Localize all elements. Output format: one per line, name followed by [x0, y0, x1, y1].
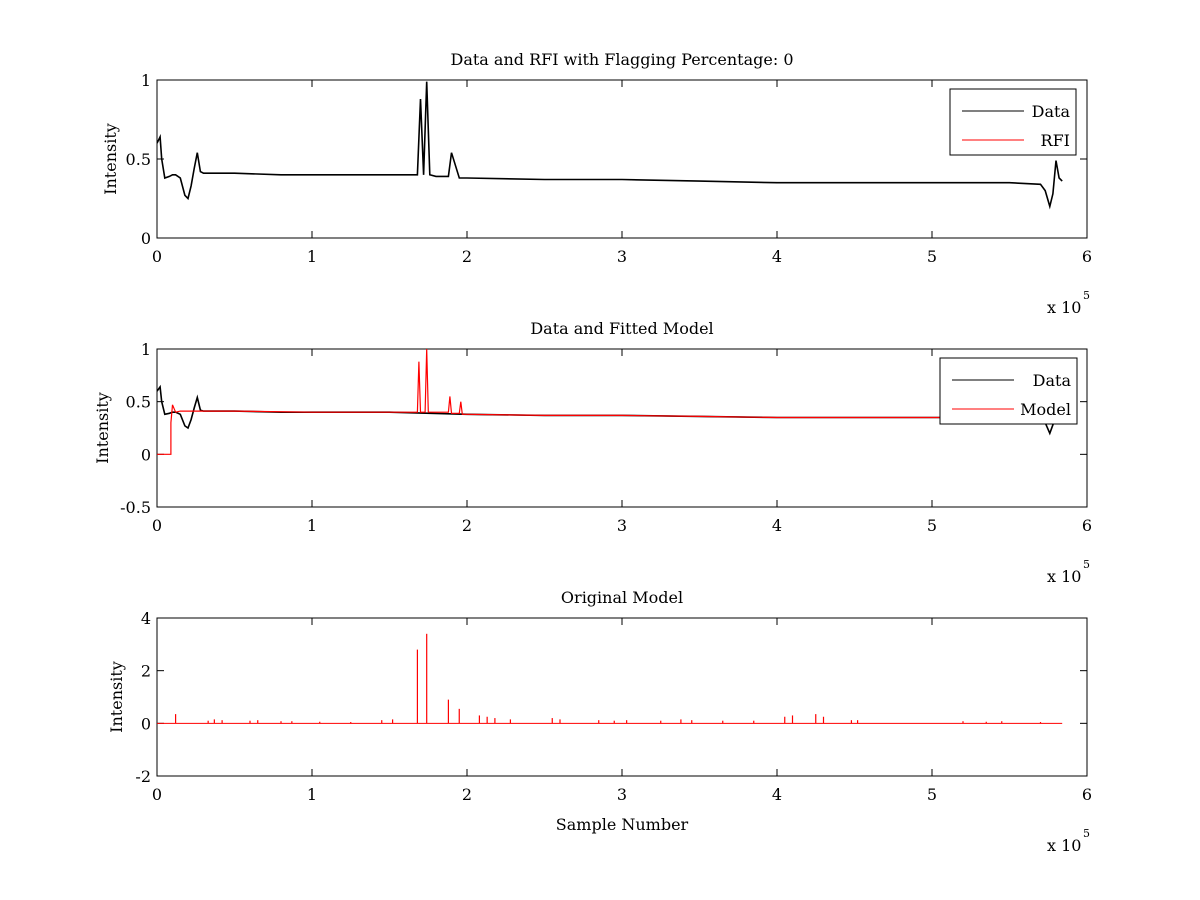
- chart-title: Data and Fitted Model: [530, 319, 713, 338]
- x-tick-label: 5: [927, 516, 937, 535]
- y-tick-label: 4: [141, 609, 151, 628]
- x-tick-label: 4: [772, 785, 782, 804]
- x-tick-label: 2: [462, 247, 472, 266]
- y-axis-label: Intensity: [93, 392, 112, 464]
- y-axis-label: Intensity: [101, 123, 120, 195]
- x-tick-label: 4: [772, 516, 782, 535]
- x-tick-label: 0: [152, 516, 162, 535]
- x-tick-label: 1: [307, 247, 317, 266]
- x-tick-label: 4: [772, 247, 782, 266]
- legend-label: RFI: [1041, 131, 1070, 150]
- y-tick-label: 0.5: [126, 393, 151, 412]
- x-tick-label: 6: [1082, 516, 1092, 535]
- subplot-1: 0 1 2 3 4 5 6 0 0.5 1 Data and RFI with Flagging P…: [101, 50, 1092, 317]
- x-tick-label: 6: [1082, 785, 1092, 804]
- plot-series-group: [157, 81, 1063, 210]
- x-tick-label: 5: [927, 247, 937, 266]
- plot-area: [156, 617, 1088, 777]
- x-tick-label: 5: [927, 785, 937, 804]
- legend-label: Data: [1032, 102, 1071, 121]
- y-tick-label: 0: [141, 445, 151, 464]
- x-tick-label: 2: [462, 785, 472, 804]
- chart-title: Original Model: [561, 588, 683, 607]
- x-multiplier-label: x 10: [1047, 567, 1081, 586]
- x-tick-label: 1: [307, 516, 317, 535]
- y-tick-label: 1: [141, 340, 151, 359]
- legend-box: [949, 88, 1077, 156]
- y-tick-label: 0: [141, 229, 151, 248]
- x-multiplier-label: x 10: [1047, 836, 1081, 855]
- y-tick-label: 0: [141, 714, 151, 733]
- x-axis-label: Sample Number: [556, 815, 689, 834]
- chart-title: Data and RFI with Flagging Percentage: 0: [450, 50, 793, 69]
- y-tick-label: -2: [135, 767, 151, 786]
- x-tick-label: 6: [1082, 247, 1092, 266]
- x-tick-label: 3: [617, 516, 627, 535]
- series-line-data: [157, 81, 1063, 210]
- x-tick-label: 2: [462, 516, 472, 535]
- y-tick-label: 2: [141, 662, 151, 681]
- x-tick-label: 0: [152, 785, 162, 804]
- x-tick-label: 3: [617, 785, 627, 804]
- y-tick-label: -0.5: [120, 498, 151, 517]
- legend: Data Model: [939, 357, 1078, 425]
- x-multiplier-exponent: 5: [1083, 289, 1090, 302]
- x-multiplier-exponent: 5: [1083, 827, 1090, 840]
- y-axis-label: Intensity: [107, 661, 126, 733]
- legend: Data RFI: [949, 88, 1077, 156]
- x-multiplier-exponent: 5: [1083, 558, 1090, 571]
- x-tick-label: 0: [152, 247, 162, 266]
- legend-label: Model: [1020, 400, 1071, 419]
- legend-box: [939, 357, 1078, 425]
- x-tick-label: 3: [617, 247, 627, 266]
- legend-label: Data: [1033, 371, 1072, 390]
- plot-area: [156, 79, 1088, 239]
- x-tick-label: 1: [307, 785, 317, 804]
- y-tick-label: 0.5: [126, 150, 151, 169]
- y-tick-label: 1: [141, 71, 151, 90]
- series-line-model: [157, 349, 1063, 455]
- plot-series-group: [157, 633, 1063, 724]
- x-multiplier-label: x 10: [1047, 298, 1081, 317]
- plot-area: [156, 348, 1088, 508]
